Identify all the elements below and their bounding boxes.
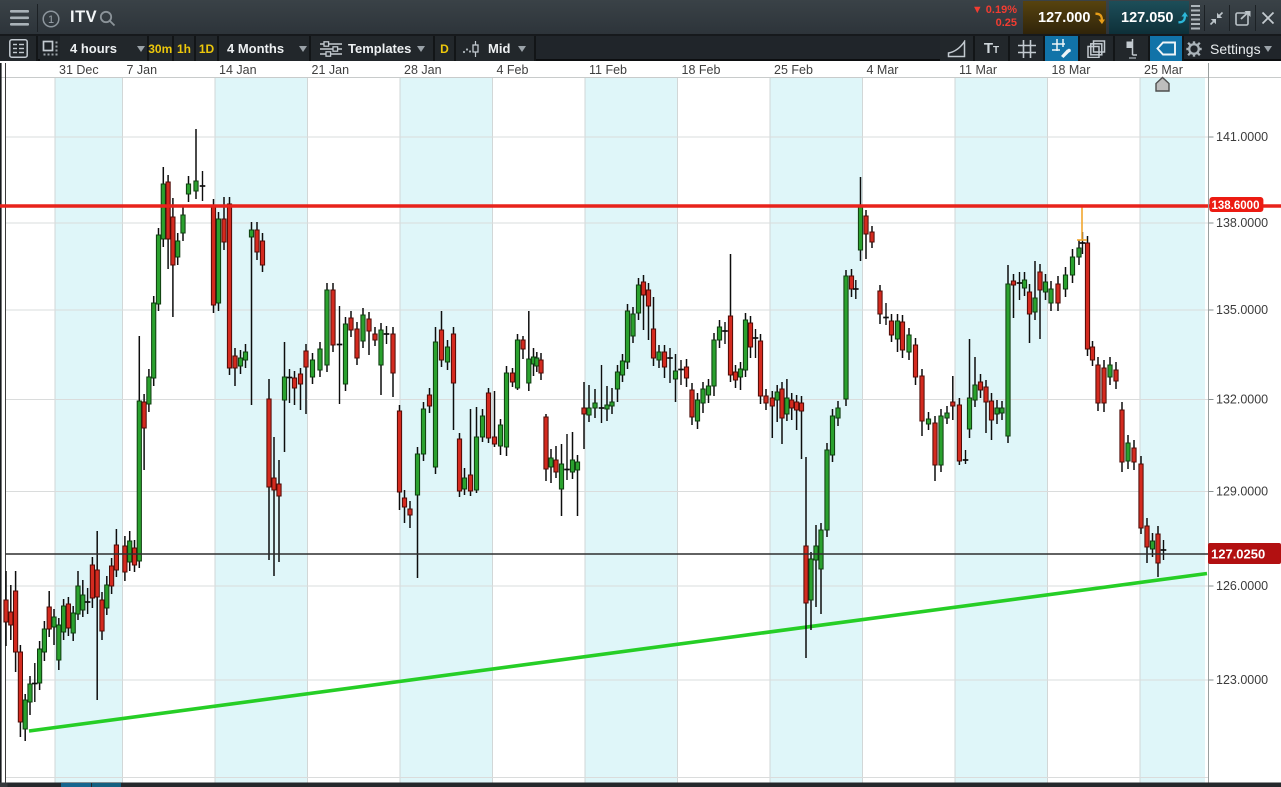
svg-text:4 Feb: 4 Feb bbox=[497, 63, 529, 77]
svg-text:31 Dec: 31 Dec bbox=[59, 63, 99, 77]
svg-text:138.0000: 138.0000 bbox=[1216, 216, 1268, 230]
svg-text:7 Jan: 7 Jan bbox=[127, 63, 158, 77]
svg-text:25 Mar: 25 Mar bbox=[1144, 63, 1183, 77]
svg-text:141.0000: 141.0000 bbox=[1216, 130, 1268, 144]
svg-text:11 Feb: 11 Feb bbox=[589, 63, 627, 77]
svg-text:1: 1 bbox=[48, 14, 54, 26]
svg-text:21 Jan: 21 Jan bbox=[312, 63, 350, 77]
svg-text:28 Jan: 28 Jan bbox=[404, 63, 442, 77]
svg-text:138.6000: 138.6000 bbox=[1212, 200, 1260, 212]
svg-text:14 Jan: 14 Jan bbox=[219, 63, 257, 77]
svg-text:127.0250: 127.0250 bbox=[1211, 547, 1265, 562]
svg-text:25 Feb: 25 Feb bbox=[774, 63, 813, 77]
svg-text:18 Feb: 18 Feb bbox=[682, 63, 721, 77]
svg-text:4 Mar: 4 Mar bbox=[867, 63, 899, 77]
svg-text:18 Mar: 18 Mar bbox=[1052, 63, 1091, 77]
svg-text:126.0000: 126.0000 bbox=[1216, 579, 1268, 593]
svg-text:132.0000: 132.0000 bbox=[1216, 393, 1268, 407]
svg-text:123.0000: 123.0000 bbox=[1216, 673, 1268, 687]
svg-text:135.0000: 135.0000 bbox=[1216, 303, 1268, 317]
svg-text:129.0000: 129.0000 bbox=[1216, 485, 1268, 499]
svg-text:11 Mar: 11 Mar bbox=[959, 63, 997, 77]
